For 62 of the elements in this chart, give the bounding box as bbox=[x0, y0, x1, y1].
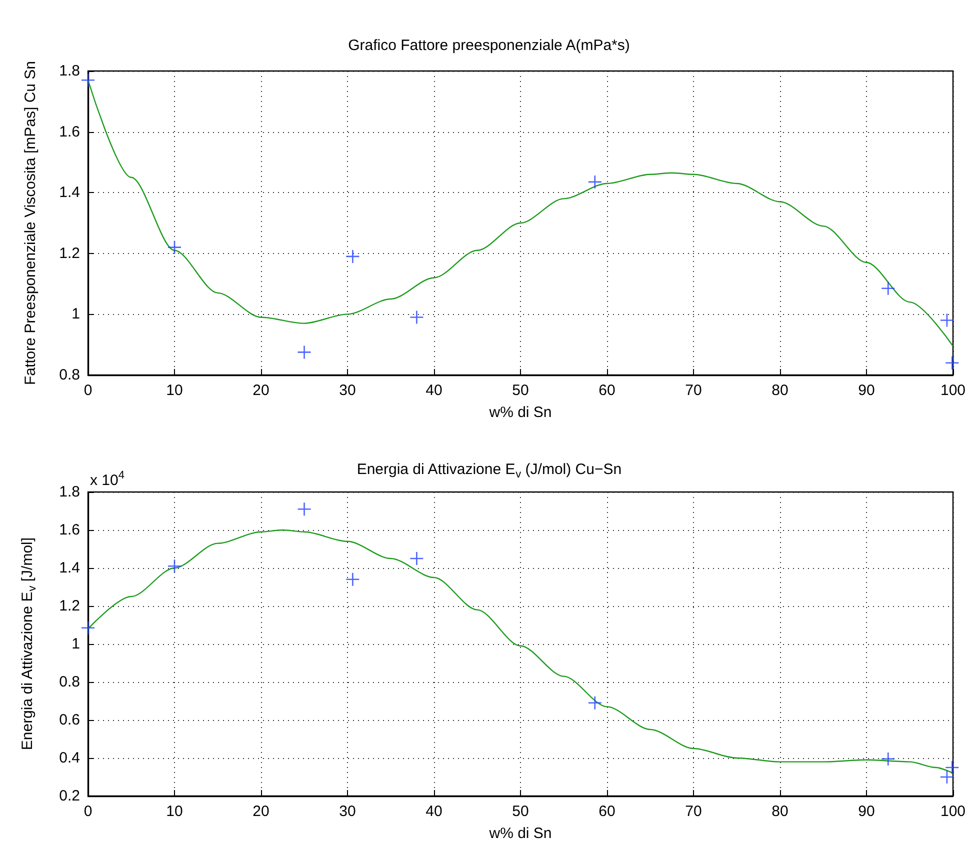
x-tick-label: 60 bbox=[598, 382, 616, 399]
point bbox=[944, 356, 960, 370]
y-tick-label: 1 bbox=[72, 636, 80, 652]
x-tick-label: 10 bbox=[166, 803, 183, 820]
x-tick-label: 70 bbox=[685, 803, 702, 820]
line-series bbox=[87, 529, 954, 774]
point bbox=[588, 696, 602, 710]
x-axis-title: w% di Sn bbox=[488, 825, 552, 842]
x-tick-label: 80 bbox=[772, 382, 788, 399]
x-tick-label: 30 bbox=[339, 382, 356, 399]
point bbox=[944, 760, 960, 775]
point bbox=[167, 240, 182, 254]
point bbox=[80, 72, 96, 88]
point bbox=[880, 752, 896, 766]
x-tick-label: 0 bbox=[84, 803, 92, 820]
y-tick-label: 0.4 bbox=[59, 750, 80, 766]
point bbox=[80, 620, 96, 635]
x-tick-label: 10 bbox=[166, 382, 183, 399]
y-tick-label: 1.2 bbox=[59, 598, 80, 614]
chart-title: Grafico Fattore preesponenziale A(mPa*s) bbox=[348, 37, 630, 54]
x-tick-label: 20 bbox=[252, 382, 270, 399]
y-tick-label: 1.4 bbox=[59, 184, 80, 202]
y-tick-label: 0.2 bbox=[59, 788, 80, 804]
y-tick-label: 0.8 bbox=[59, 366, 80, 384]
y-tick-label: 0.6 bbox=[59, 712, 80, 728]
x-tick-label: 20 bbox=[252, 803, 270, 820]
y-tick-label: 1.6 bbox=[59, 123, 80, 140]
point bbox=[410, 310, 424, 324]
x-tick-label: 60 bbox=[598, 803, 616, 820]
line-series bbox=[87, 80, 954, 347]
x-tick-label: 0 bbox=[84, 382, 92, 399]
point bbox=[346, 249, 360, 264]
x-tick-label: 90 bbox=[858, 382, 875, 399]
point bbox=[588, 174, 602, 190]
x-tick-label: 80 bbox=[772, 803, 788, 820]
y-tick-label: 1 bbox=[72, 306, 80, 323]
y-tick-label: 1.8 bbox=[59, 484, 80, 500]
x-tick-label: 100 bbox=[940, 803, 966, 820]
x-tick-label: 50 bbox=[512, 803, 529, 820]
y-tick-label: 1.4 bbox=[59, 560, 80, 576]
point bbox=[167, 558, 182, 574]
y-axis-title: Energia di Attivazione Ev [J/mol] bbox=[19, 537, 38, 750]
point bbox=[940, 770, 954, 784]
point bbox=[880, 281, 896, 296]
y-tick-label: 1.2 bbox=[59, 244, 80, 262]
x-tick-label: 100 bbox=[940, 382, 966, 399]
x-tick-label: 90 bbox=[858, 803, 875, 820]
point bbox=[346, 572, 360, 587]
x-tick-label: 70 bbox=[685, 382, 702, 399]
point bbox=[297, 345, 312, 360]
y-axis-title: Fattore Preesponenziale Viscosita [mPas] Cu Sn bbox=[22, 60, 39, 386]
x-tick-label: 50 bbox=[512, 382, 529, 399]
y-tick-label: 1.8 bbox=[59, 62, 80, 80]
x-tick-label: 40 bbox=[426, 803, 442, 820]
x-axis-title: w% di Sn bbox=[488, 404, 552, 421]
point bbox=[297, 502, 312, 516]
x-tick-label: 40 bbox=[426, 382, 442, 399]
x-tick-label: 30 bbox=[339, 803, 356, 820]
y-tick-label: 1.6 bbox=[59, 522, 80, 538]
point bbox=[410, 551, 424, 566]
point bbox=[940, 313, 954, 328]
y-tick-label: 0.8 bbox=[59, 674, 80, 690]
